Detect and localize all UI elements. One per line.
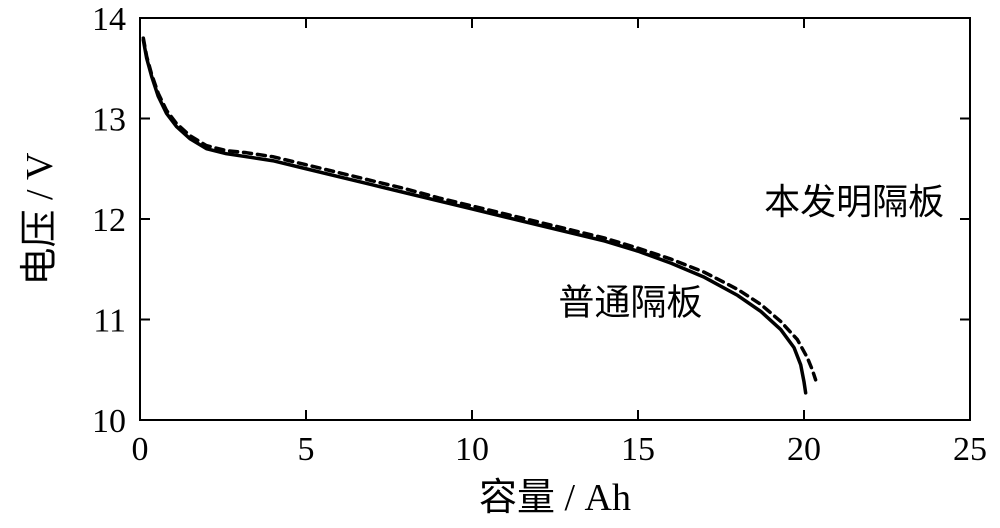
y-axis-title: 电压 / V <box>19 152 61 286</box>
x-tick-label: 20 <box>787 431 821 468</box>
x-tick-label: 10 <box>455 431 489 468</box>
annotation-1: 普通隔板 <box>558 282 702 322</box>
y-tick-label: 14 <box>92 1 126 38</box>
y-tick-label: 11 <box>93 302 126 339</box>
y-tick-label: 13 <box>92 101 126 138</box>
x-tick-label: 5 <box>298 431 315 468</box>
annotation-0: 本发明隔板 <box>764 182 944 222</box>
discharge-curve-chart: 0 5 10 15 20 25 10 11 12 13 14 容量 / Ah 电压 / V 本发明隔板普通… <box>0 0 1000 528</box>
x-tick-label: 25 <box>953 431 987 468</box>
y-tick-label: 12 <box>92 202 126 239</box>
x-tick-label: 0 <box>132 431 149 468</box>
x-axis-title: 容量 / Ah <box>479 477 631 519</box>
y-tick-label: 10 <box>92 403 126 440</box>
x-tick-label: 15 <box>621 431 655 468</box>
